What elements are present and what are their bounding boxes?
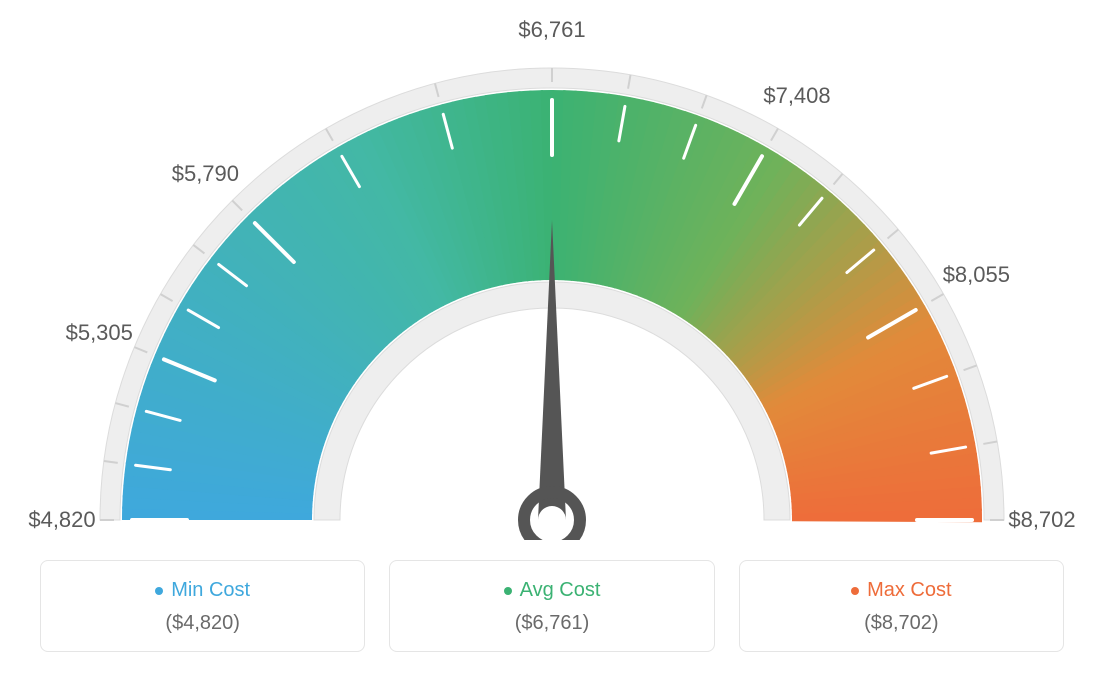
gauge-tick-label: $5,790: [172, 161, 239, 187]
legend-card-max: Max Cost ($8,702): [739, 560, 1064, 652]
legend-title-max: Max Cost: [851, 579, 951, 602]
gauge-tick-label: $6,761: [518, 17, 585, 43]
gauge-svg: [20, 20, 1084, 540]
legend-min-label: Min Cost: [171, 579, 250, 602]
legend-avg-label: Avg Cost: [520, 579, 601, 602]
dot-icon: [155, 587, 163, 595]
gauge-tick-label: $8,702: [1008, 507, 1075, 533]
gauge-tick-label: $7,408: [763, 83, 830, 109]
gauge-tick-label: $4,820: [28, 507, 95, 533]
legend-max-value: ($8,702): [752, 612, 1051, 635]
legend-card-min: Min Cost ($4,820): [40, 560, 365, 652]
dot-icon: [851, 587, 859, 595]
legend-title-avg: Avg Cost: [504, 579, 601, 602]
legend-card-avg: Avg Cost ($6,761): [389, 560, 714, 652]
legend-title-min: Min Cost: [155, 579, 250, 602]
gauge-tick-label: $5,305: [66, 320, 133, 346]
dot-icon: [504, 587, 512, 595]
legend-max-label: Max Cost: [867, 579, 951, 602]
legend-row: Min Cost ($4,820) Avg Cost ($6,761) Max …: [20, 560, 1084, 652]
legend-min-value: ($4,820): [53, 612, 352, 635]
gauge-chart: $4,820 $5,305 $5,790 $6,761 $7,408 $8,055 $8,7…: [20, 20, 1084, 540]
legend-avg-value: ($6,761): [402, 612, 701, 635]
gauge-tick-label: $8,055: [943, 262, 1010, 288]
